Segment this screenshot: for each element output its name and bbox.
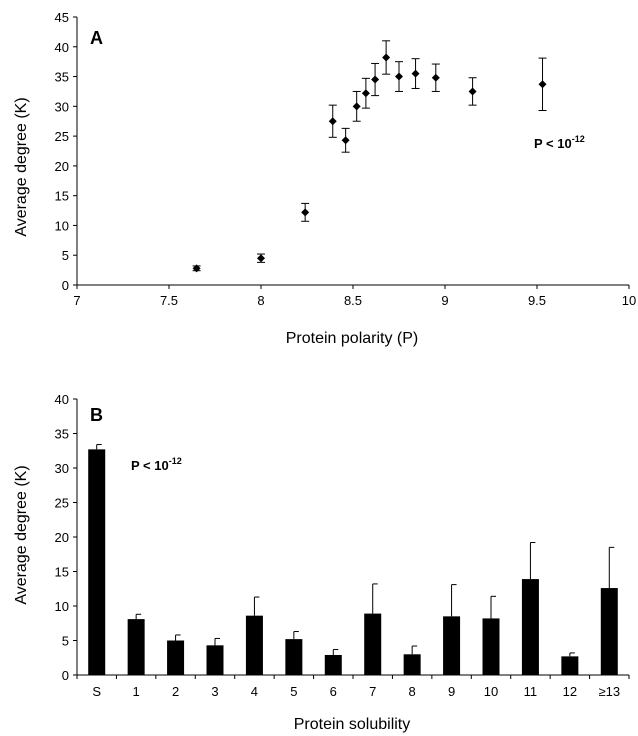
panel-a-x-tick-label: 9.5 — [528, 293, 546, 308]
panel-b-y-tick-label: 15 — [55, 565, 69, 580]
panel-b-bar — [561, 656, 579, 675]
panel-a-p-value-annotation: P < 10-12 — [534, 134, 585, 151]
panel-b-x-tick-label: 2 — [172, 684, 179, 699]
panel-a-data-point — [192, 264, 201, 273]
panel-a-data-point — [328, 117, 337, 126]
panel-b-bar — [443, 616, 461, 675]
panel-b-bar — [167, 640, 185, 675]
panel-a-y-tick-label: 5 — [62, 248, 69, 263]
panel-a-y-tick-label: 35 — [55, 70, 69, 85]
panel-b-x-tick-label: 8 — [409, 684, 416, 699]
panel-b-bar — [285, 639, 303, 675]
panel-b-bar — [88, 449, 106, 675]
panel-a-x-tick-label: 7.5 — [160, 293, 178, 308]
panel-a-p-value-exponent: -12 — [572, 134, 585, 144]
panel-a-x-tick-label: 10 — [622, 293, 636, 308]
panel-b-y-axis-title: Average degree (K) — [13, 465, 30, 604]
panel-a-y-tick-label: 40 — [55, 40, 69, 55]
panel-a-x-tick-label: 7 — [73, 293, 80, 308]
panel-a-data-point — [468, 87, 477, 96]
panel-a-scatter-chart: A Average degree (K) Protein polarity (P… — [13, 10, 636, 347]
panel-b-bar — [324, 654, 342, 675]
panel-a-data-point — [431, 73, 440, 82]
panel-a-x-tick-label: 8.5 — [344, 293, 362, 308]
panel-b-bar — [127, 619, 145, 675]
panel-b-p-value-prefix: P < 10 — [131, 458, 169, 473]
panel-a-data-point — [341, 136, 350, 145]
panel-a-x-tick-label: 8 — [257, 293, 264, 308]
panel-b-p-value-annotation: P < 10-12 — [131, 456, 182, 473]
panel-b-x-tick-label: 4 — [251, 684, 258, 699]
panel-b-bar — [482, 618, 500, 675]
panel-b-bar-chart: B Average degree (K) Protein solubility … — [13, 392, 630, 733]
panel-b-x-tick-label: 5 — [290, 684, 297, 699]
panel-b-x-tick-label: 11 — [524, 684, 538, 699]
panel-b-x-tick-label: 12 — [563, 684, 577, 699]
panel-b-x-tick-label: ≥13 — [598, 684, 620, 699]
panel-a-data-point — [301, 208, 310, 217]
panel-a-y-tick-label: 15 — [55, 189, 69, 204]
panel-b-bar — [206, 645, 224, 675]
panel-b-y-tick-label: 5 — [62, 634, 69, 649]
panel-b-y-tick-label: 25 — [55, 496, 69, 511]
panel-a-data-point — [382, 53, 391, 62]
panel-b-x-tick-label: 9 — [448, 684, 455, 699]
panel-b-bar — [600, 588, 618, 675]
panel-a-y-tick-label: 10 — [55, 218, 69, 233]
panel-b-y-tick-label: 40 — [55, 392, 69, 407]
panel-a-data-point — [371, 75, 380, 84]
panel-b-y-tick-label: 10 — [55, 599, 69, 614]
panel-b-x-tick-label: 6 — [330, 684, 337, 699]
panel-b-y-tick-label: 30 — [55, 461, 69, 476]
panel-a-data-point — [538, 80, 547, 89]
panel-b-bar — [521, 579, 539, 675]
panel-a-y-tick-label: 45 — [55, 10, 69, 25]
panel-b-x-tick-label: 3 — [211, 684, 218, 699]
panel-a-y-tick-label: 25 — [55, 129, 69, 144]
panel-a-y-axis-title: Average degree (K) — [13, 97, 30, 236]
panel-a-y-tick-label: 0 — [62, 278, 69, 293]
panel-b-letter: B — [90, 405, 103, 425]
panel-a-data-point — [352, 102, 361, 111]
panel-b-x-axis-title: Protein solubility — [294, 716, 411, 733]
panel-b-y-tick-label: 0 — [62, 668, 69, 683]
panel-b-x-tick-label: 10 — [484, 684, 498, 699]
panel-b-y-tick-label: 35 — [55, 427, 69, 442]
panel-a-data-point — [395, 72, 403, 81]
panel-a-x-tick-label: 9 — [441, 293, 448, 308]
panel-b-p-value-exponent: -12 — [169, 456, 182, 466]
panel-a-letter: A — [90, 28, 103, 48]
panel-a-data-point — [411, 69, 420, 78]
panel-b-x-tick-label: 7 — [369, 684, 376, 699]
panel-b-y-tick-label: 20 — [55, 530, 69, 545]
panel-a-x-axis-title: Protein polarity (P) — [286, 330, 419, 347]
panel-b-bar — [364, 613, 382, 675]
panel-a-y-tick-label: 20 — [55, 159, 69, 174]
panel-b-bar — [403, 654, 421, 675]
panel-a-y-tick-label: 30 — [55, 99, 69, 114]
panel-b-x-tick-label: 1 — [133, 684, 140, 699]
panel-a-data-point — [361, 89, 370, 98]
panel-a-p-value-prefix: P < 10 — [534, 136, 572, 151]
panel-b-x-tick-label: S — [92, 684, 101, 699]
panel-b-bar — [245, 615, 263, 675]
panel-a-data-point — [257, 254, 265, 263]
